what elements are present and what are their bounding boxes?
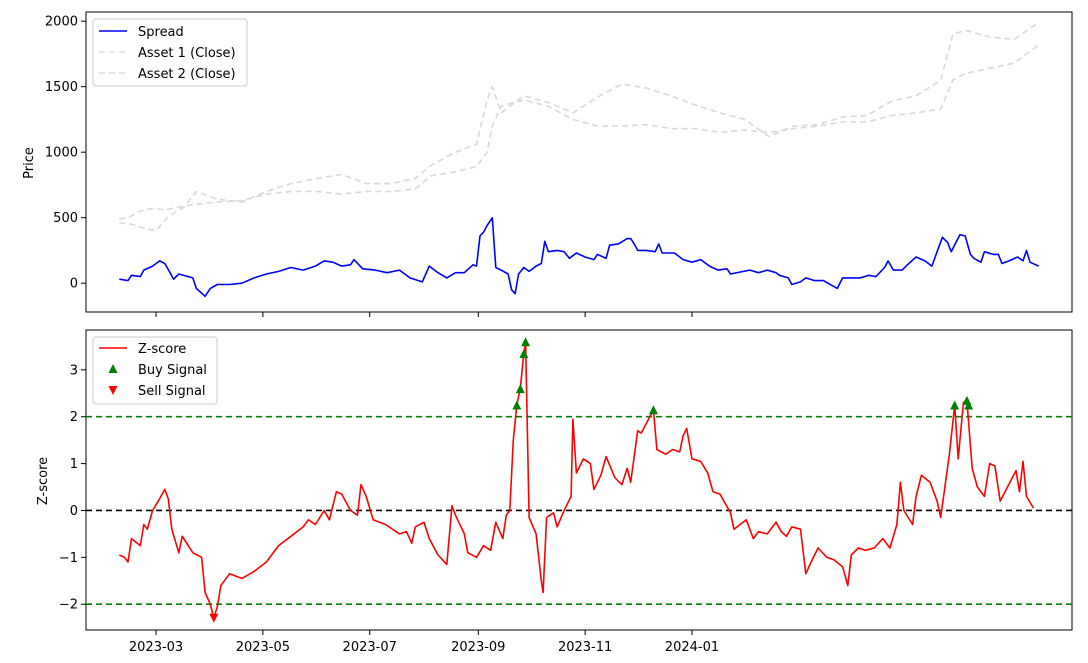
price-axes-frame xyxy=(85,11,1073,313)
x-tick-label: 2024-01 xyxy=(665,640,719,655)
zscore-y-axis-label: Z-score xyxy=(36,457,51,505)
price-series-group xyxy=(119,21,1040,298)
signal-markers-group xyxy=(209,337,974,623)
y-tick-label: 2000 xyxy=(45,15,78,30)
legend-buy-signal-swatch xyxy=(108,364,118,373)
legend-asset2-label: Asset 2 (Close) xyxy=(138,67,236,82)
price-legend-box xyxy=(92,18,248,87)
price-y-axis-label: Price xyxy=(22,147,37,179)
y-tick-label: 1500 xyxy=(45,80,78,95)
series-line-spread xyxy=(119,216,1040,298)
x-tick-label: 2023-11 xyxy=(558,640,612,655)
legend-sell-signal-swatch xyxy=(108,386,118,395)
y-tick-label: 500 xyxy=(53,211,78,226)
price-panel: 0 500 1000 1500 2000 Price Spread Asset 1 (C… xyxy=(22,11,1073,317)
x-tick-label: 2023-07 xyxy=(343,640,397,655)
series-line-z-score xyxy=(118,340,1035,620)
buy-signal-marker xyxy=(521,337,531,347)
zscore-reference-lines xyxy=(86,415,1072,606)
y-tick-label: 0 xyxy=(70,504,78,519)
y-tick-label: 1000 xyxy=(45,146,78,161)
zscore-legend-box xyxy=(92,336,218,405)
zscore-axes-frame xyxy=(85,329,1073,631)
legend-zscore-label: Z-score xyxy=(138,342,186,357)
series-line-asset-2-close xyxy=(119,21,1040,232)
x-tick-label: 2023-09 xyxy=(451,640,505,655)
sell-signal-marker xyxy=(209,613,219,623)
legend-buy-signal-label: Buy Signal xyxy=(138,363,207,378)
x-tick-label: 2023-03 xyxy=(129,640,183,655)
zscore-series-group xyxy=(118,340,1035,620)
price-x-ticks xyxy=(155,312,693,317)
zscore-y-ticks: −2 −1 0 1 2 3 xyxy=(59,363,86,613)
y-tick-label: −1 xyxy=(59,551,78,566)
series-line-asset-1-close xyxy=(119,44,1040,220)
y-tick-label: 3 xyxy=(70,363,78,378)
buy-signal-marker xyxy=(512,400,522,410)
legend-asset1-label: Asset 1 (Close) xyxy=(138,46,236,61)
buy-signal-marker xyxy=(964,400,974,410)
legend-spread-label: Spread xyxy=(138,25,184,40)
y-tick-label: 0 xyxy=(70,277,78,292)
zscore-x-ticks: 2023-03 2023-05 2023-07 2023-09 2023-11 2024-… xyxy=(129,630,719,655)
y-tick-label: 1 xyxy=(70,457,78,472)
x-tick-label: 2023-05 xyxy=(236,640,290,655)
buy-signal-marker xyxy=(648,405,658,415)
y-tick-label: −2 xyxy=(59,598,78,613)
zscore-legend: Z-score Buy Signal Sell Signal xyxy=(92,336,218,405)
price-y-ticks: 0 500 1000 1500 2000 xyxy=(45,15,86,292)
y-tick-label: 2 xyxy=(70,410,78,425)
buy-signal-marker xyxy=(515,384,525,394)
buy-signal-marker xyxy=(950,400,960,410)
price-legend: Spread Asset 1 (Close) Asset 2 (Close) xyxy=(92,18,248,87)
legend-sell-signal-label: Sell Signal xyxy=(138,384,206,399)
buy-signal-marker xyxy=(519,348,529,358)
